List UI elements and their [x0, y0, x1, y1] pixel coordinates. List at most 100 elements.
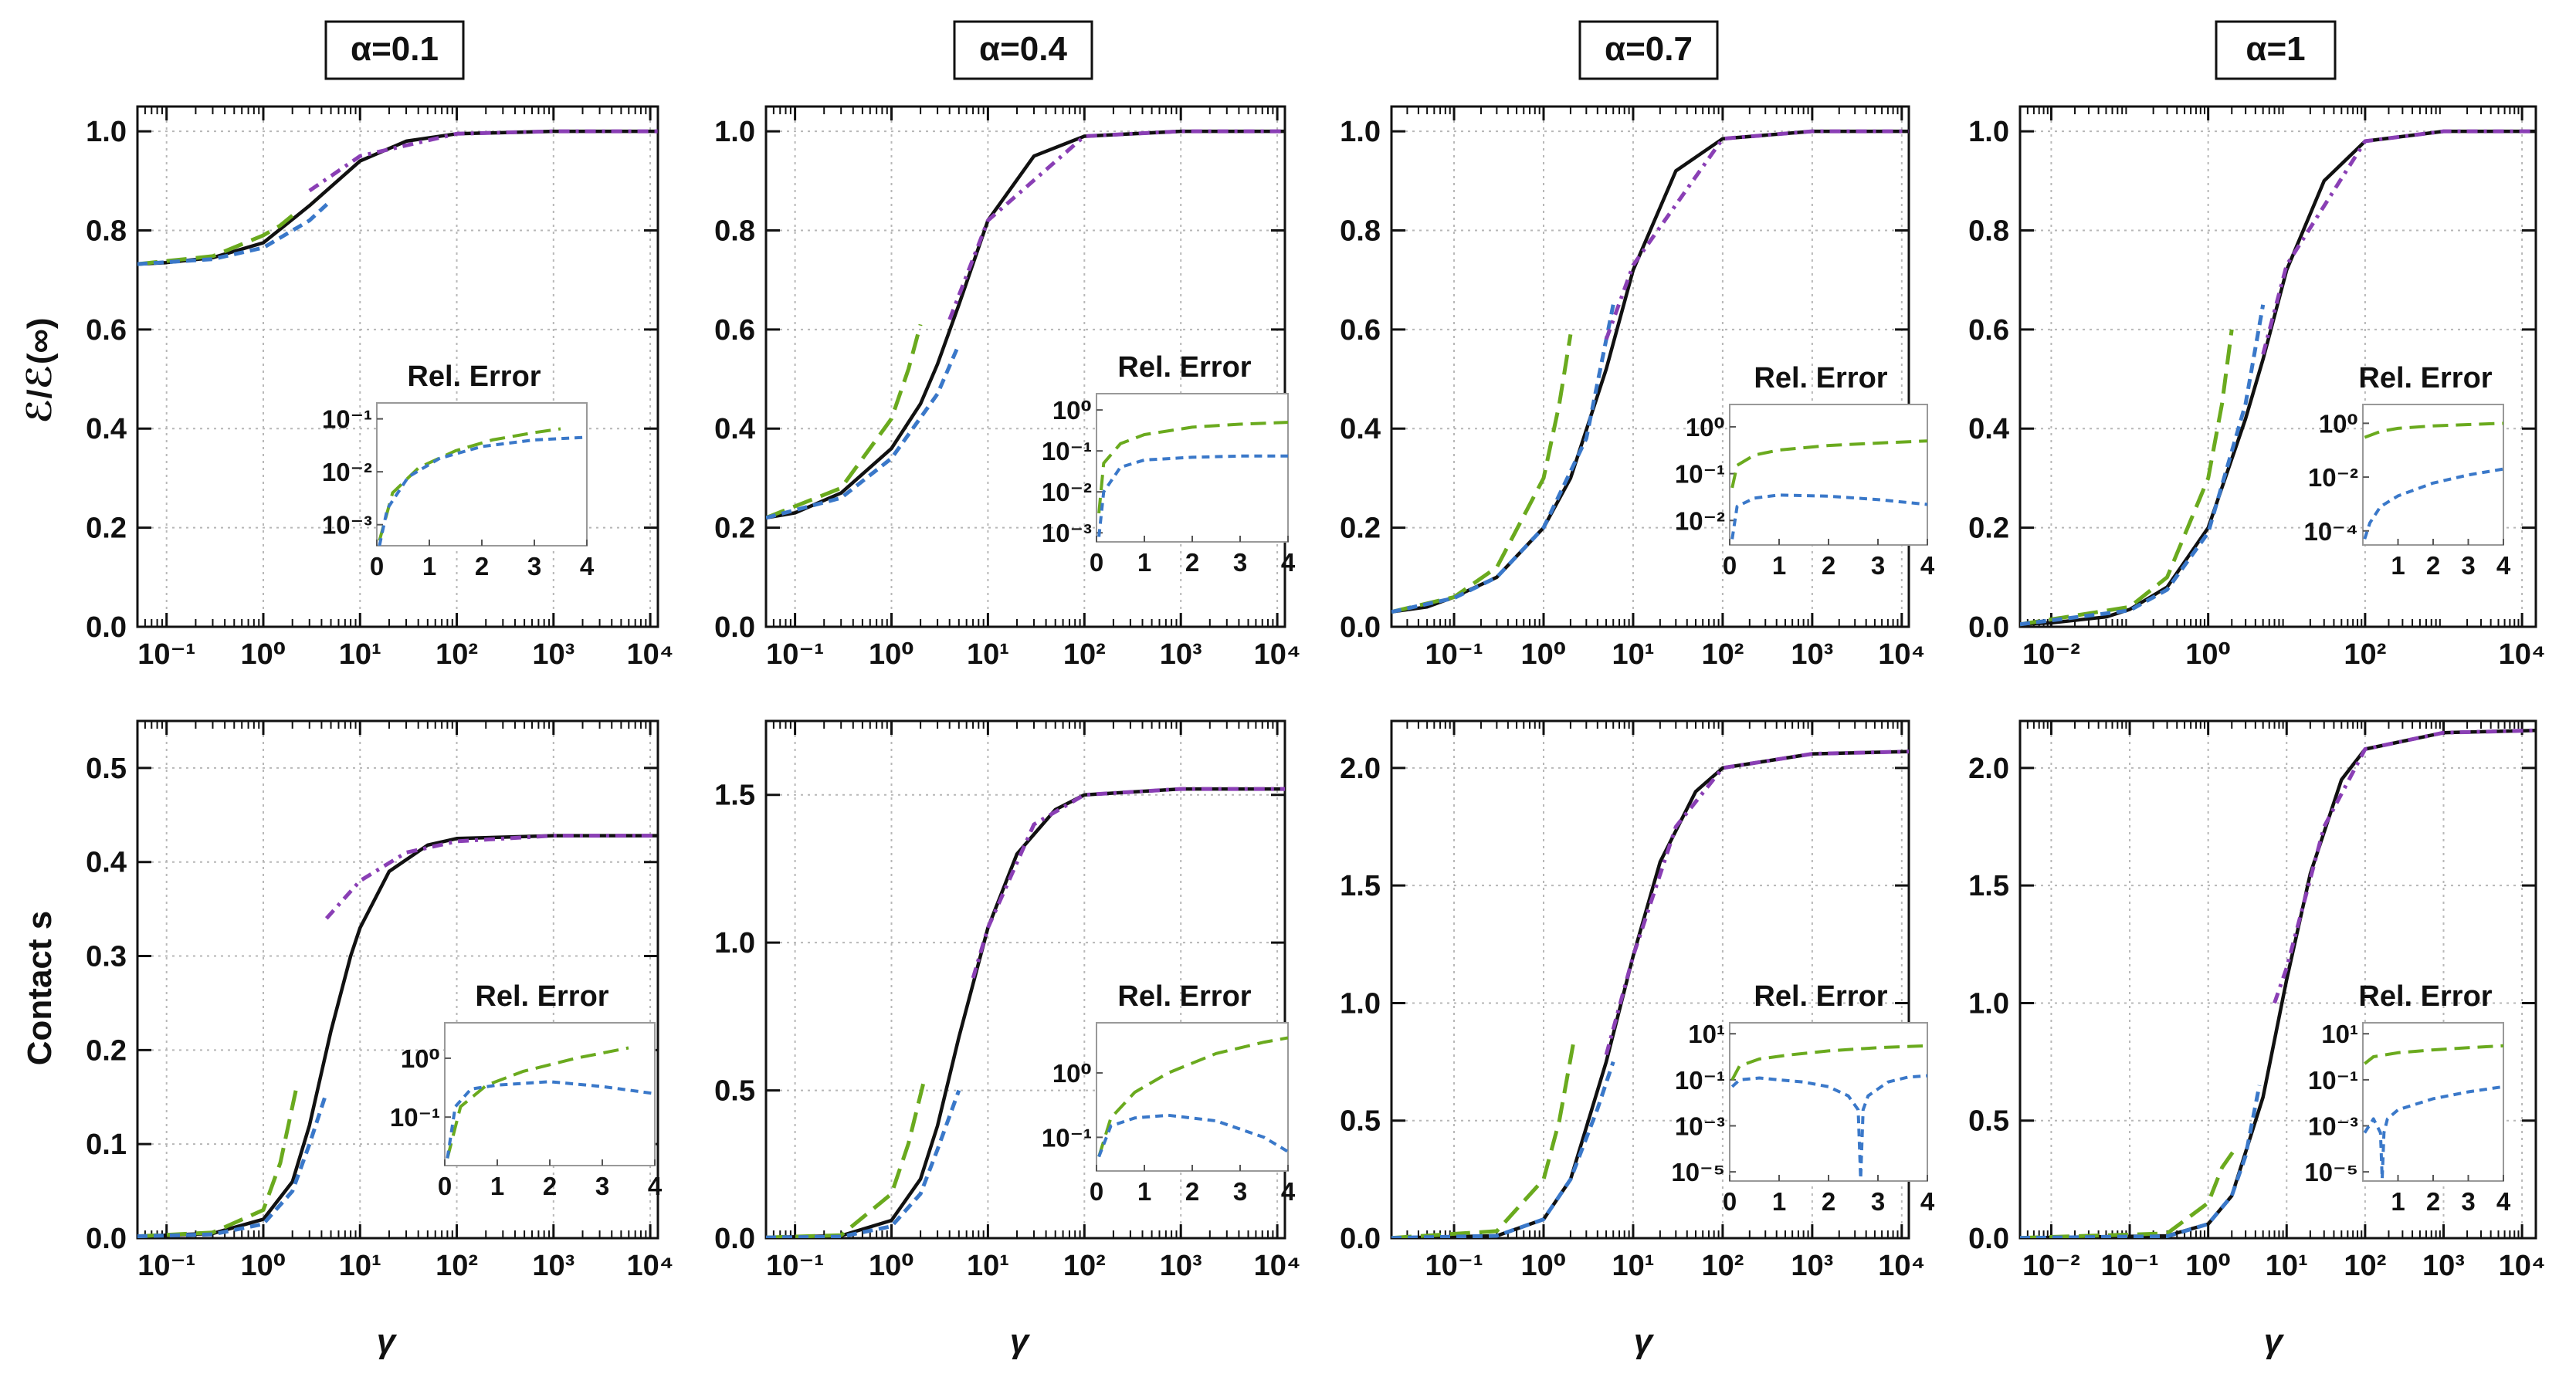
y-tick-label: 0.8 [1968, 215, 2009, 247]
inset-title: Rel. Error [407, 360, 541, 393]
inset-x-tick-label: 2 [1822, 551, 1835, 580]
column-titles: α=0.1 α=0.4 α=0.7 α=1 [324, 20, 2337, 80]
y-tick-label: 0.6 [1340, 314, 1381, 347]
inset-x-tick-label: 4 [1920, 551, 1935, 580]
inset: Rel. Error 10⁻³ 10⁻² 10⁻¹ 0 1 2 3 4 [322, 360, 595, 580]
inset-x-tick-label: 3 [2461, 1187, 2475, 1216]
y-tick-label: 1.5 [1968, 870, 2009, 902]
inset-x-tick-label: 0 [1723, 551, 1737, 580]
y-tick-label: 1.0 [86, 116, 127, 148]
x-tick-label: 10⁰ [241, 638, 286, 671]
inset-y-tick-label: 10⁻² [2308, 463, 2358, 492]
inset-y-tick-label: 10¹ [2321, 1020, 2358, 1048]
plot-frame [1390, 105, 1910, 628]
plot-frame [136, 719, 659, 1240]
series-exact [766, 129, 1285, 520]
inset-frame [2362, 1022, 2504, 1182]
x-tick-label: 10³ [1160, 638, 1202, 671]
plot-frame [2018, 105, 2537, 628]
x-axis-label-3: γ [1634, 1322, 1655, 1360]
panels: 10⁻¹ 10⁰ 10¹ 10² 10³ 10⁴ 0.0 0.2 0.4 0.6 0.8 1.0 Rel… [86, 105, 2546, 1282]
x-tick-label: 10⁻¹ [766, 1250, 824, 1282]
y-tick-label: 1.0 [714, 116, 755, 148]
series-exact [137, 834, 658, 1238]
series-weak-coupling [766, 1078, 927, 1238]
inset-x-tick-label: 3 [527, 552, 541, 580]
series-series [137, 1091, 329, 1238]
x-tick-label: 10² [1701, 1250, 1744, 1282]
y-tick-label: 0.4 [1968, 413, 2009, 445]
inset-x-tick-label: 0 [438, 1172, 452, 1200]
inset-series-group [1730, 1044, 1927, 1181]
y-tick-label: 0.8 [86, 215, 127, 247]
inset-x-tick-label: 1 [490, 1172, 504, 1200]
inset-y-tick-label: 10⁰ [2319, 409, 2358, 438]
inset-x-tick-label: 3 [1871, 1187, 1885, 1216]
inset-x-tick-label: 0 [1090, 548, 1103, 577]
column-title-box-3 [1578, 20, 1719, 80]
series-group [766, 787, 1285, 1238]
series-group [1391, 129, 1909, 614]
inset-y-tick-label: 10⁻³ [322, 511, 372, 540]
y-tick-label: 0.0 [714, 611, 755, 644]
x-tick-label: 10² [1701, 638, 1744, 671]
y-tick-label: 0.0 [86, 611, 127, 644]
inset-x-tick-label: 1 [1137, 548, 1151, 577]
inset-series-weak-coupling [1097, 421, 1288, 514]
y-tick-label: 0.5 [1340, 1105, 1381, 1138]
row-label-contact: Contact s [21, 911, 59, 1065]
series-series [1391, 1061, 1615, 1238]
inset-x-tick-label: 1 [1137, 1177, 1151, 1206]
panel-0-0: 10⁻¹ 10⁰ 10¹ 10² 10³ 10⁴ 0.0 0.2 0.4 0.6 0.8 1.0 Rel… [86, 105, 674, 671]
inset-y-tick-label: 10⁻¹ [1042, 1123, 1092, 1152]
series-weak-coupling [1391, 333, 1573, 614]
x-tick-label: 10⁰ [1521, 638, 1567, 671]
inset-y-tick-label: 10⁻¹ [1042, 437, 1092, 465]
x-tick-label: 10⁰ [869, 638, 914, 671]
inset-y-tick-label: 10⁻¹ [390, 1103, 440, 1132]
x-tick-label: 10⁰ [2185, 1250, 2231, 1282]
inset-title: Rel. Error [475, 980, 608, 1013]
y-tick-label: 0.0 [1968, 611, 2009, 644]
inset-series-group [2363, 421, 2503, 540]
inset-series-series [1097, 454, 1288, 537]
y-tick-label: 1.0 [1968, 987, 2009, 1020]
x-tick-label: 10⁻¹ [137, 638, 195, 671]
inset-series-series [1097, 1113, 1288, 1158]
series-weak-coupling [766, 323, 923, 520]
x-tick-label: 10⁰ [869, 1250, 914, 1282]
x-tick-label: 10⁻¹ [2101, 1250, 2159, 1282]
x-tick-label: 10¹ [1612, 1250, 1654, 1282]
x-tick-label: 10¹ [339, 1250, 381, 1282]
inset-x-tick-label: 2 [475, 552, 489, 580]
y-tick-label: 1.0 [1340, 116, 1381, 148]
column-title-1: α=0.1 [351, 30, 439, 68]
y-tick-label: 1.0 [1340, 987, 1381, 1020]
x-tick-label: 10⁴ [2499, 1250, 2546, 1282]
x-tick-label: 10³ [1160, 1250, 1202, 1282]
y-tick-label: 0.5 [1968, 1105, 2009, 1138]
panel-1-2: 10⁻¹ 10⁰ 10¹ 10² 10³ 10⁴ 0.0 0.5 1.0 1.5 2.0 Rel. E… [1340, 719, 1935, 1282]
x-tick-label: 10⁰ [241, 1250, 286, 1282]
series-strong-coupling [308, 129, 658, 193]
series-strong-coupling [1604, 750, 1909, 1056]
inset-x-tick-label: 1 [2391, 551, 2405, 580]
series-group [1391, 750, 1909, 1238]
inset-y-tick-label: 10⁻⁵ [2304, 1158, 2358, 1186]
x-tick-label: 10⁴ [1254, 638, 1301, 671]
inset: Rel. Error 10⁻¹ 10⁰ 0 1 2 3 4 [1042, 980, 1296, 1206]
series-weak-coupling [1391, 1037, 1577, 1238]
x-axis-label-1: γ [377, 1322, 398, 1360]
inset-x-tick-label: 1 [2391, 1187, 2405, 1216]
inset-x-tick-label: 2 [2426, 551, 2440, 580]
inset-y-tick-label: 10⁻³ [1675, 1112, 1725, 1140]
y-tick-label: 0.2 [714, 513, 755, 545]
inset-title: Rel. Error [2358, 980, 2492, 1013]
inset-series-series [1730, 493, 1927, 540]
column-title-box-1 [324, 20, 465, 80]
y-tick-label: 0.2 [1340, 513, 1381, 545]
inset-series-series [378, 435, 587, 546]
inset-series-weak-coupling [1730, 439, 1927, 489]
inset-title: Rel. Error [1754, 362, 1887, 394]
